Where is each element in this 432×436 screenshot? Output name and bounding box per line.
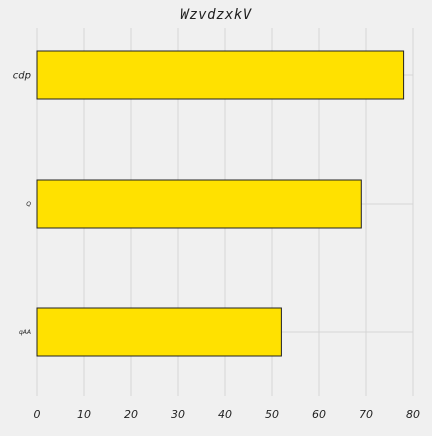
chart-title: WzvdzxkV	[180, 7, 252, 23]
x-tick-label: 0	[34, 408, 41, 421]
x-tick-label: 40	[218, 408, 232, 421]
x-tick-label: 30	[171, 408, 185, 421]
bar-cdp	[36, 50, 405, 100]
y-tick-label: qAA	[19, 329, 31, 336]
x-tick-label: 50	[265, 408, 279, 421]
x-tick-label: 10	[77, 408, 91, 421]
y-tick-label: Q	[26, 201, 31, 208]
x-tick-label: 20	[124, 408, 138, 421]
x-tick-label: 70	[359, 408, 373, 421]
x-tick-label: 60	[312, 408, 326, 421]
x-tick-label: 80	[406, 408, 420, 421]
y-tick-label: cdp	[13, 71, 31, 82]
bar-qaa	[36, 307, 282, 357]
bar-q	[36, 179, 362, 229]
